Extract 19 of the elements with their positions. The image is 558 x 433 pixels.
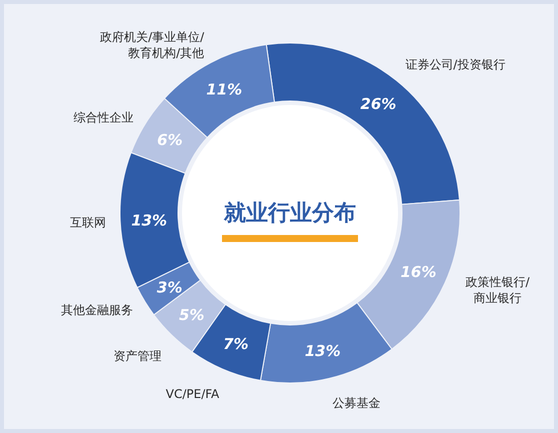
slice-label: 资产管理 [114, 348, 162, 363]
text: 就业行业分布 [223, 201, 356, 226]
data-label: 13% [131, 211, 168, 230]
data-label: 11% [206, 80, 242, 98]
data-label: 3% [156, 278, 182, 296]
data-label: 7% [223, 335, 249, 354]
slice-label: 政策性银行/商业银行 [466, 275, 531, 306]
data-label: 5% [178, 306, 204, 324]
slice-label: VC/PE/FA [166, 386, 220, 401]
slice-label: 政府机关/事业单位/教育机构/其他 [100, 30, 206, 60]
slice-label: 互联网 [70, 215, 106, 230]
slice-label: 其他金融服务 [60, 302, 133, 317]
data-label: 6% [157, 131, 183, 150]
data-label: 16% [400, 263, 436, 282]
slice-label: 证券公司/投资银行 [405, 58, 506, 72]
slice-label: 公募基金 [332, 396, 381, 410]
slice-label: 综合性企业 [73, 110, 134, 125]
data-label: 13% [304, 342, 341, 360]
data-label: 26% [360, 95, 396, 114]
